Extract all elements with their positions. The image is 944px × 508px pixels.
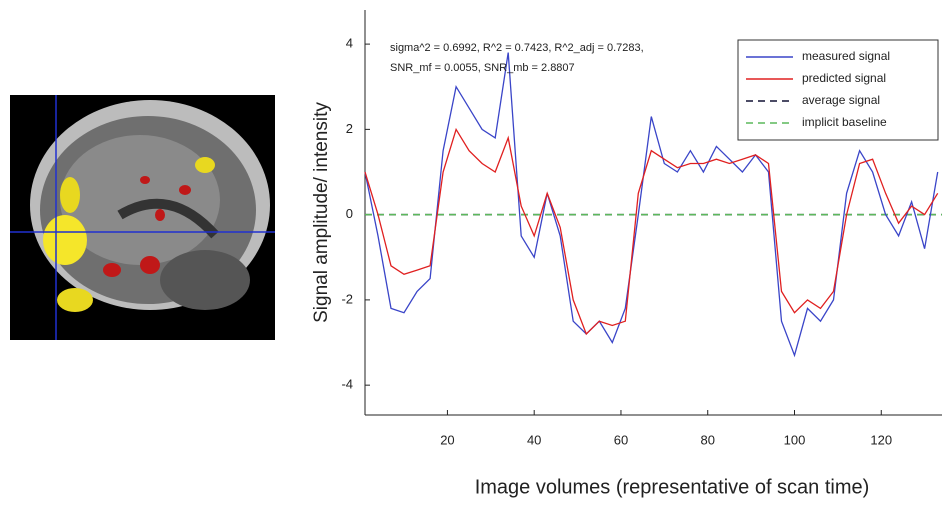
y-tick-label: -2	[341, 291, 353, 306]
x-tick-label: 100	[784, 432, 806, 447]
x-tick-label: 60	[614, 432, 628, 447]
y-tick-label: 2	[346, 121, 353, 136]
annotation: sigma^2 = 0.6992, R^2 = 0.7423, R^2_adj …	[390, 42, 644, 54]
x-axis-label: Image volumes (representative of scan ti…	[475, 476, 870, 498]
plot-area: -4 -2 0 2 4 20 40 60 80 100 120 Image volumes (repr…	[311, 10, 942, 498]
x-tick-label: 120	[870, 432, 892, 447]
brain-image	[10, 95, 275, 340]
y-tick-label: -4	[341, 377, 353, 392]
legend-label: measured signal	[802, 49, 890, 63]
figure: -4 -2 0 2 4 20 40 60 80 100 120 Image volumes (repr…	[0, 0, 944, 503]
y-tick-label: 0	[346, 206, 353, 221]
y-axis-label: Signal amplitude/ intensity	[311, 102, 332, 323]
legend-label: predicted signal	[802, 71, 886, 85]
x-tick-label: 80	[700, 432, 714, 447]
series-line	[365, 129, 938, 334]
legend-label: average signal	[802, 93, 880, 107]
annotation: SNR_mf = 0.0055, SNR_mb = 2.8807	[390, 62, 575, 74]
page: -4 -2 0 2 4 20 40 60 80 100 120 Image volumes (repr…	[0, 0, 944, 508]
legend-label: implicit baseline	[802, 115, 887, 129]
y-tick-label: 4	[346, 36, 353, 51]
x-tick-label: 20	[440, 432, 454, 447]
x-tick-label: 40	[527, 432, 541, 447]
